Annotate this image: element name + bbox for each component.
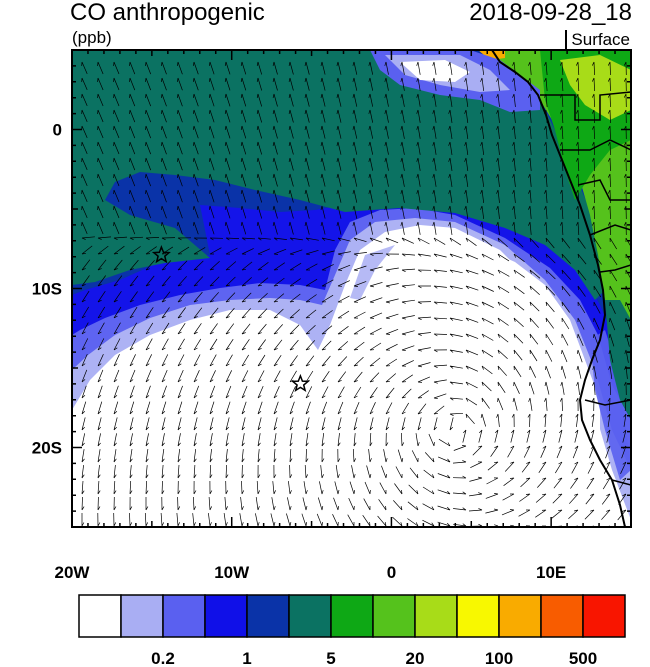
- level-label: Surface: [565, 30, 630, 50]
- colorbar-label: 20: [406, 649, 425, 667]
- lat-tick-label: 0: [53, 121, 62, 140]
- lat-axis-labels: 0 10S 20S: [32, 121, 62, 458]
- wind-barbs: [81, 61, 631, 527]
- axis-ticks: [71, 49, 632, 528]
- lon-axis-labels: 20W 10W 0 10E: [55, 563, 567, 582]
- colorbar-label: 100: [485, 649, 513, 667]
- country-borders: [540, 91, 631, 486]
- colorbar-box: [78, 594, 122, 638]
- colorbar-box: [120, 594, 164, 638]
- map-title: CO anthropogenic: [70, 0, 265, 26]
- plume-clean: [72, 235, 600, 527]
- colorbar-label: 5: [326, 649, 335, 667]
- colorbar-box: [582, 594, 626, 638]
- colorbar-label: 1: [242, 649, 251, 667]
- datetime-label: 2018-09-28_18: [469, 0, 632, 26]
- land-coastal-blue: [590, 330, 631, 480]
- colorbar-box: [330, 594, 374, 638]
- lon-tick-label: 0: [387, 563, 396, 582]
- north-patch-white: [400, 60, 470, 82]
- lat-tick-label: 10S: [32, 280, 62, 299]
- lon-tick-label: 10E: [536, 563, 566, 582]
- colorbar-label: 0.2: [151, 649, 175, 667]
- coastline: [491, 50, 626, 527]
- colorbar-box: [246, 594, 290, 638]
- colorbar-box: [540, 594, 584, 638]
- stations: [151, 245, 310, 393]
- station-star-icon: [151, 245, 171, 264]
- colorbar-box: [288, 594, 332, 638]
- colorbar: 0.2 1 5 20 100 500: [78, 594, 626, 667]
- colorbar-box: [498, 594, 542, 638]
- plume-0.2-ring: [350, 245, 395, 300]
- station-star-icon: [290, 373, 310, 393]
- land-south-teal: [605, 300, 631, 420]
- colorbar-box: [414, 594, 458, 638]
- colorbar-box: [372, 594, 416, 638]
- lon-tick-label: 20W: [55, 563, 91, 582]
- wind-vectors: [81, 61, 631, 527]
- colorbar-box: [456, 594, 500, 638]
- units-label: (ppb): [72, 28, 112, 47]
- colorbar-box: [162, 594, 206, 638]
- lon-tick-label: 10W: [214, 563, 250, 582]
- land-yellow-green: [560, 55, 631, 120]
- colorbar-label: 500: [569, 649, 597, 667]
- lat-tick-label: 20S: [32, 439, 62, 458]
- land-orange: [478, 50, 505, 60]
- colorbar-box: [204, 594, 248, 638]
